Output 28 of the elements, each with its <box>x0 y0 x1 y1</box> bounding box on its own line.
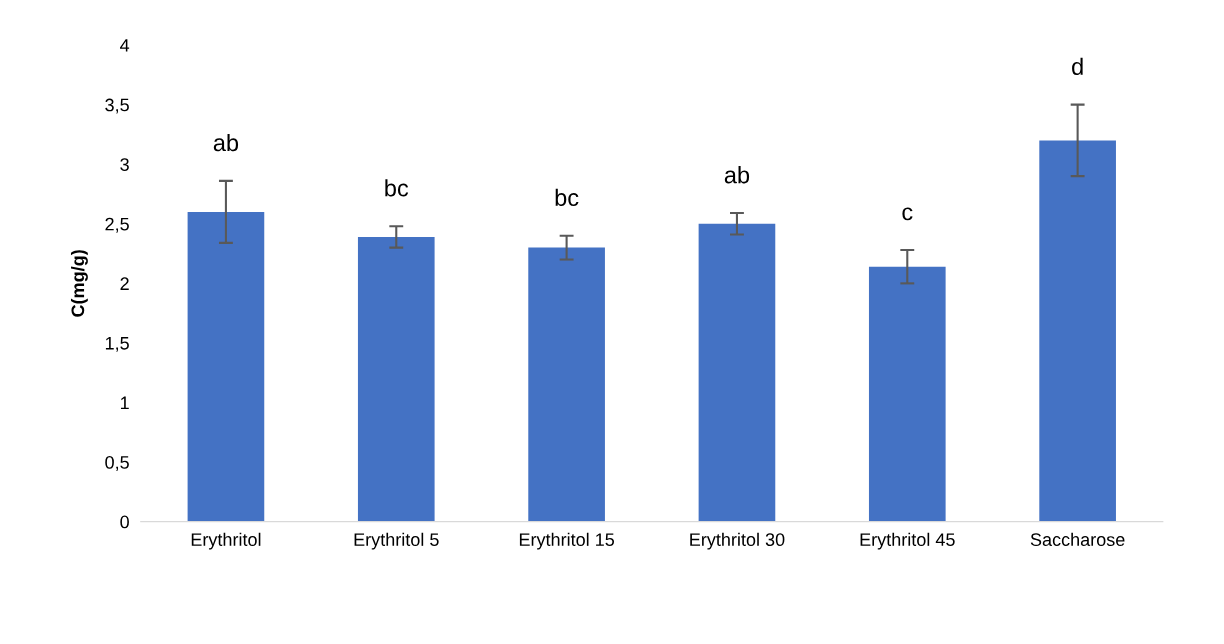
annotation: ab <box>724 166 750 184</box>
y-axis-title: C(mg/g) <box>70 250 88 317</box>
annotation: d <box>1072 57 1083 75</box>
x-tick-label: Erythritol 15 <box>519 532 615 550</box>
y-tick-label: 2 <box>120 277 129 290</box>
annotation: bc <box>555 188 579 207</box>
y-tick-label: 3 <box>120 158 129 171</box>
x-tick-label: Erythritol 30 <box>690 532 785 550</box>
bar <box>357 236 435 522</box>
x-tick-label: Saccharose <box>1030 532 1125 547</box>
bar <box>528 247 605 522</box>
y-tick-label: 3,5 <box>105 98 129 114</box>
y-tick-label: 1,5 <box>105 337 129 352</box>
x-tick-label: Erythritol <box>191 532 261 550</box>
bar <box>1039 140 1116 522</box>
y-tick-label: 0,5 <box>105 456 129 471</box>
x-tick-label: Erythritol 45 <box>860 532 955 550</box>
bar <box>698 223 776 522</box>
annotation: ab <box>213 133 239 152</box>
bar <box>187 211 265 522</box>
annotation: c <box>902 207 913 221</box>
y-tick-label: 1 <box>120 396 129 410</box>
annotation: bc <box>385 179 409 197</box>
x-tick-label: Erythritol 5 <box>354 532 439 550</box>
y-tick-label: 2,5 <box>105 217 129 233</box>
y-tick-label: 0 <box>120 515 129 529</box>
y-tick-label: 4 <box>120 39 130 52</box>
bar <box>868 266 946 522</box>
